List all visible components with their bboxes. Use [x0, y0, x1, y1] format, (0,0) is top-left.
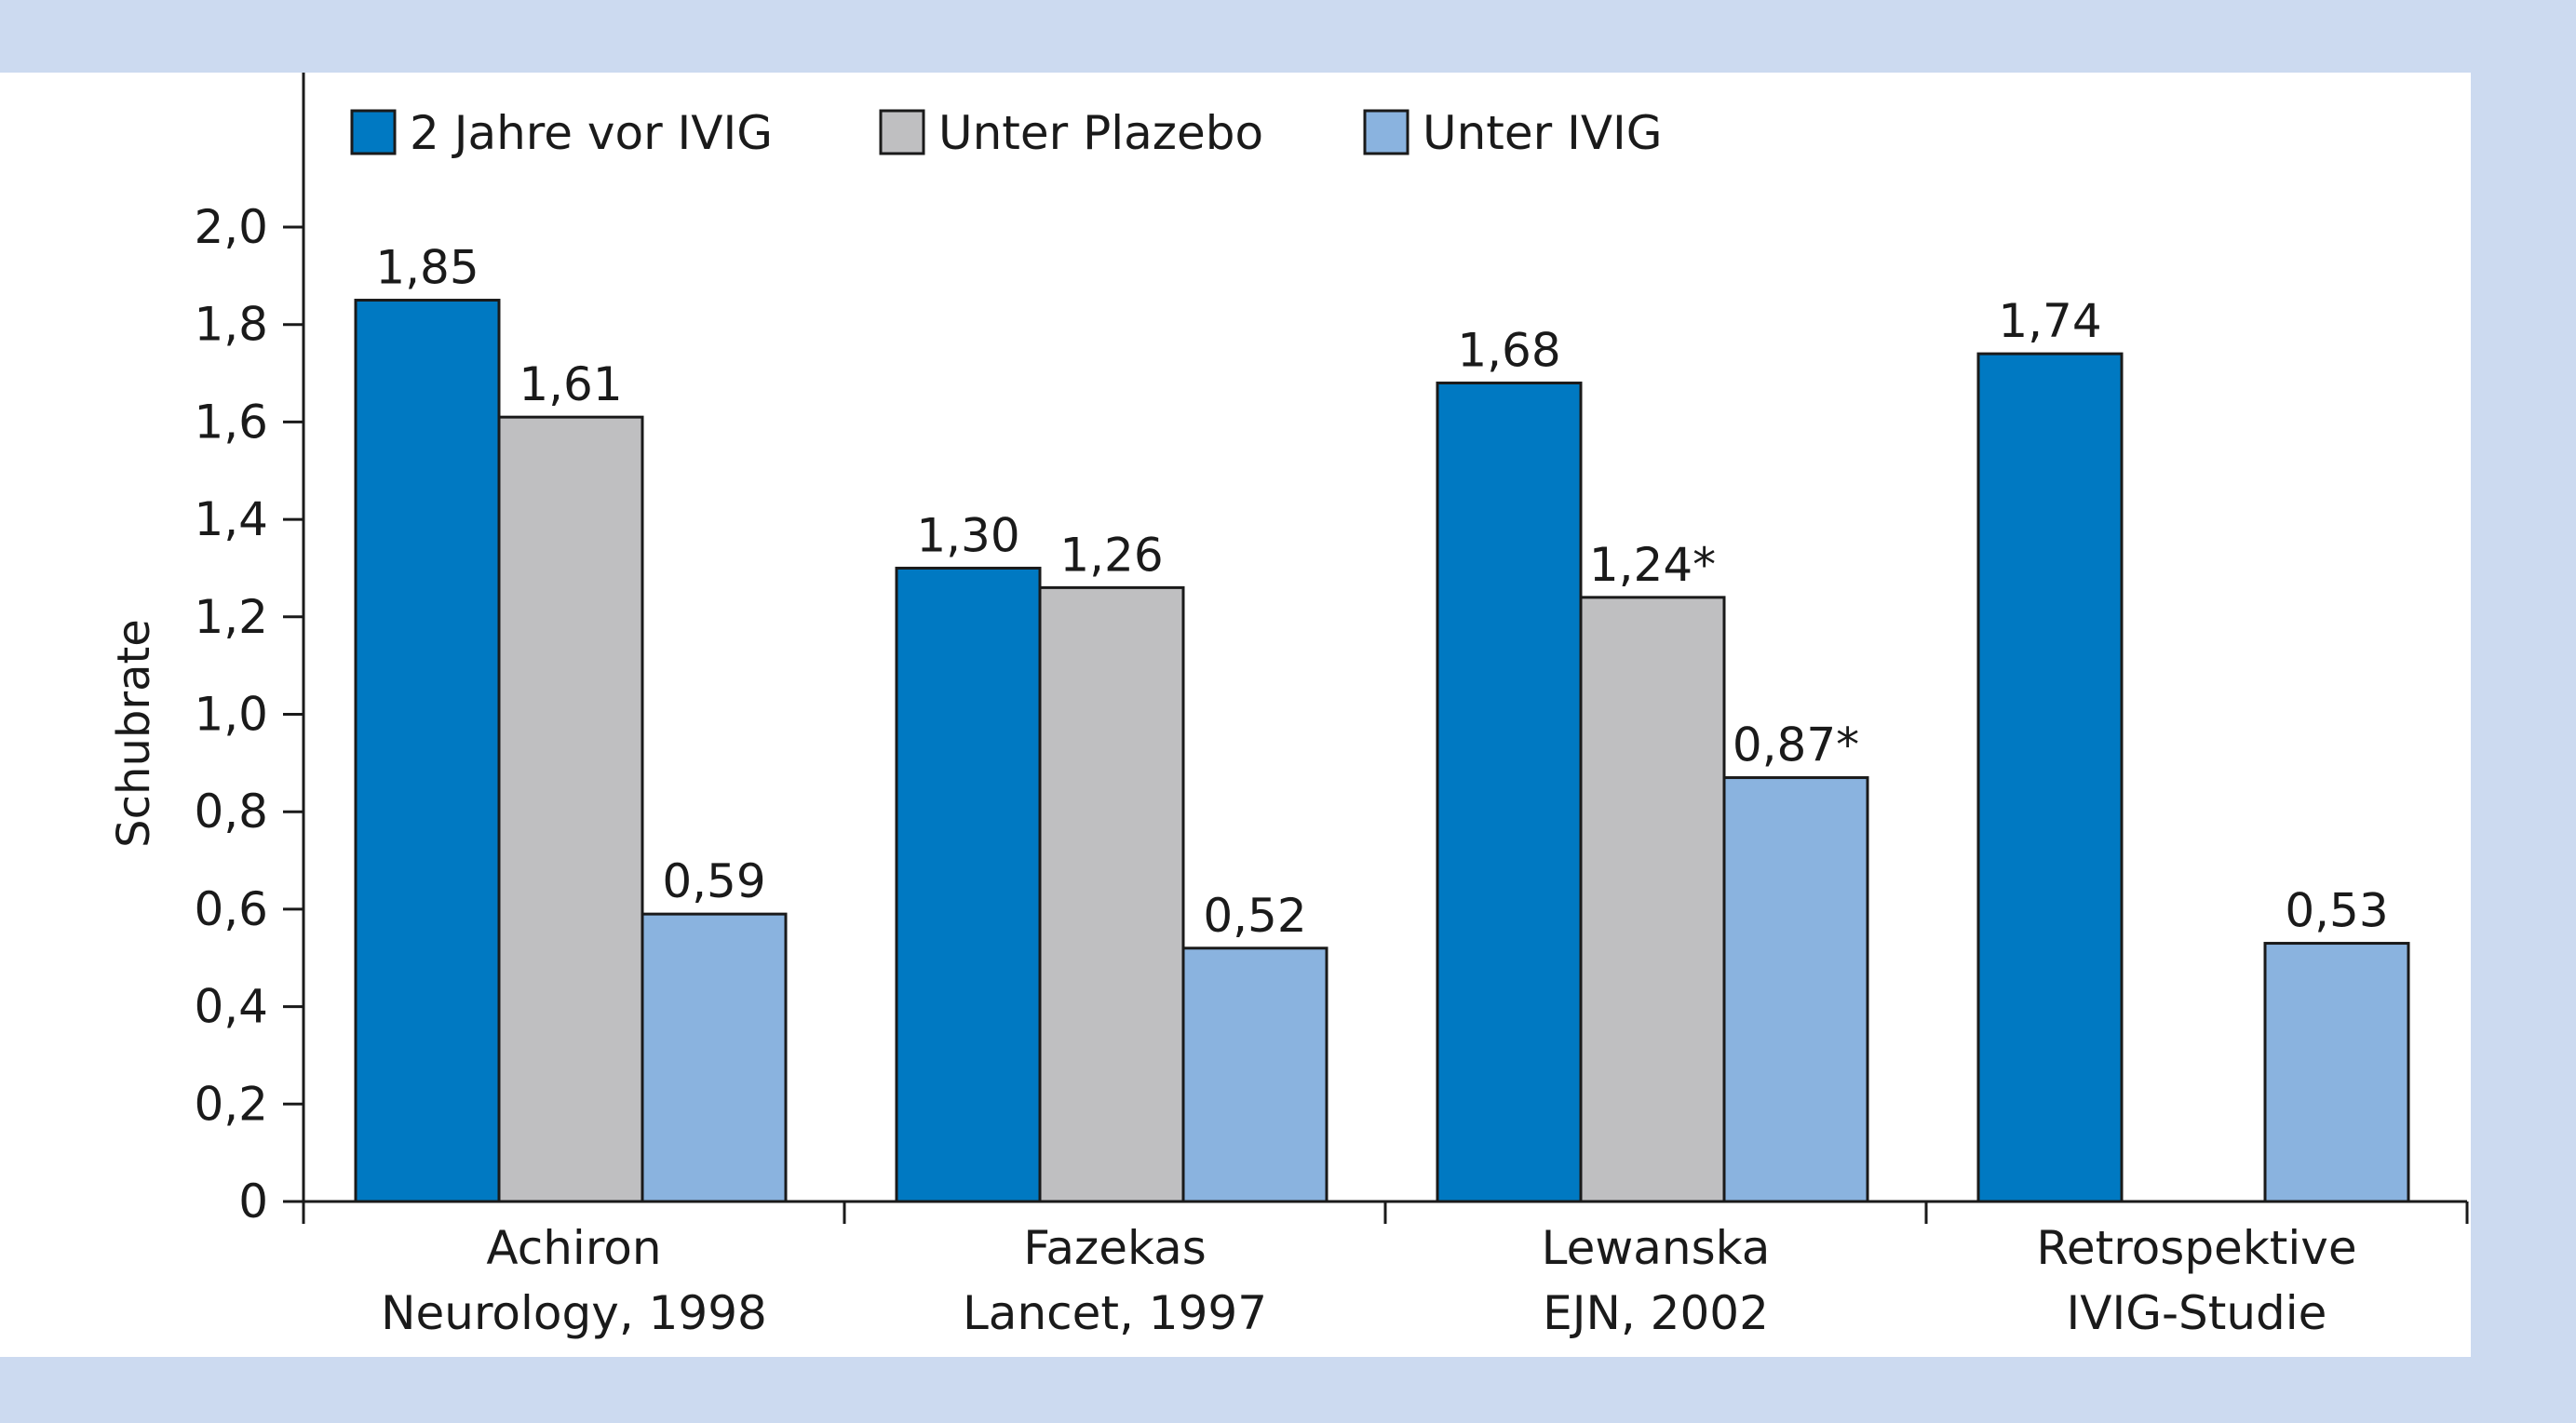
bar	[1722, 776, 1869, 1203]
bar-value-label: 1,24*	[1589, 538, 1716, 592]
x-category-label: EJN, 2002	[1543, 1286, 1769, 1340]
legend-label: 2 Jahre vor IVIG	[410, 106, 773, 160]
bar	[1579, 596, 1726, 1203]
bar-value-label: 0,59	[662, 854, 765, 908]
bar-value-label: 1,30	[916, 508, 1019, 562]
y-tick-label: 0	[238, 1175, 268, 1228]
y-tick-label: 0,2	[194, 1077, 268, 1131]
y-axis-title: Schubrate	[108, 619, 160, 848]
x-category-label: IVIG-Studie	[2067, 1286, 2327, 1340]
y-tick-label: 0,8	[194, 785, 268, 839]
bar	[1038, 585, 1185, 1203]
x-category-label: Lancet, 1997	[963, 1286, 1267, 1340]
legend-swatch	[879, 109, 925, 155]
bar-value-label: 1,74	[1998, 294, 2101, 348]
y-tick-label: 1,8	[194, 298, 268, 352]
bar	[895, 566, 1042, 1203]
x-category-label: Retrospektive	[2036, 1221, 2356, 1275]
y-tick-label: 1,2	[194, 590, 268, 644]
bar-value-label: 1,61	[519, 357, 622, 411]
bar	[1181, 946, 1328, 1203]
x-category-label: Neurology, 1998	[381, 1286, 767, 1340]
bar-value-label: 0,87*	[1733, 718, 1859, 772]
bar-value-label: 0,52	[1203, 889, 1306, 943]
y-tick-label: 1,4	[194, 492, 268, 546]
legend-swatch	[350, 109, 397, 155]
bar	[1436, 382, 1583, 1203]
y-tick-label: 1,6	[194, 395, 268, 449]
x-category-label: Fazekas	[1023, 1221, 1207, 1275]
y-tick-label: 0,6	[194, 882, 268, 936]
legend-swatch	[1363, 109, 1409, 155]
y-tick-label: 2,0	[194, 200, 268, 254]
x-category-label: Lewanska	[1542, 1221, 1771, 1275]
bar-value-label: 1,85	[375, 241, 479, 295]
legend-label: Unter IVIG	[1423, 106, 1663, 160]
y-tick-label: 0,4	[194, 980, 268, 1034]
x-category-label: Achiron	[486, 1221, 661, 1275]
bar-value-label: 0,53	[2285, 884, 2388, 938]
bar	[354, 299, 501, 1203]
legend-label: Unter Plazebo	[938, 106, 1263, 160]
bar	[641, 912, 788, 1203]
bar-value-label: 1,68	[1457, 324, 1560, 378]
bar	[1976, 352, 2124, 1203]
bar-value-label: 1,26	[1059, 528, 1163, 582]
bar	[2263, 942, 2410, 1203]
y-tick-label: 1,0	[194, 688, 268, 742]
bar	[497, 415, 644, 1203]
